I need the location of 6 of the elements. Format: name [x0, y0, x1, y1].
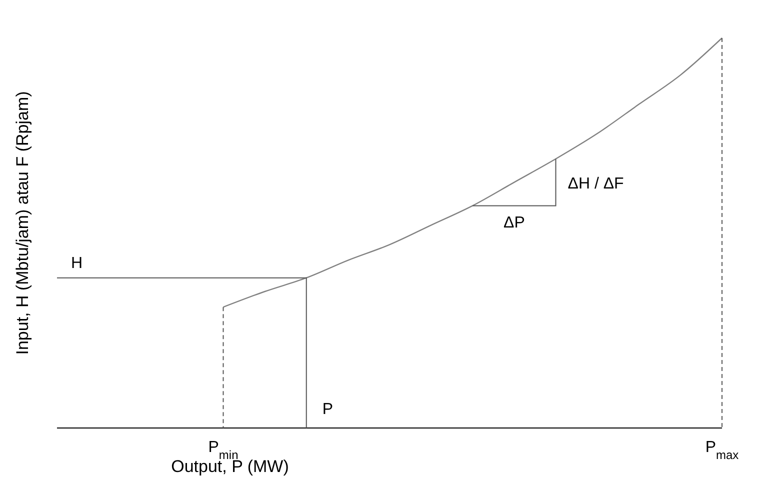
annotation: P — [322, 401, 334, 418]
x-tick-label: P$_{max}$ — [705, 439, 739, 462]
annotation: ΔH / ΔF — [568, 175, 624, 192]
y-axis-title: Input, H (Mbtu/jam) atau F (Rpjam) — [13, 91, 32, 355]
annotation: H — [71, 254, 83, 272]
annotation: ΔP — [504, 214, 525, 232]
